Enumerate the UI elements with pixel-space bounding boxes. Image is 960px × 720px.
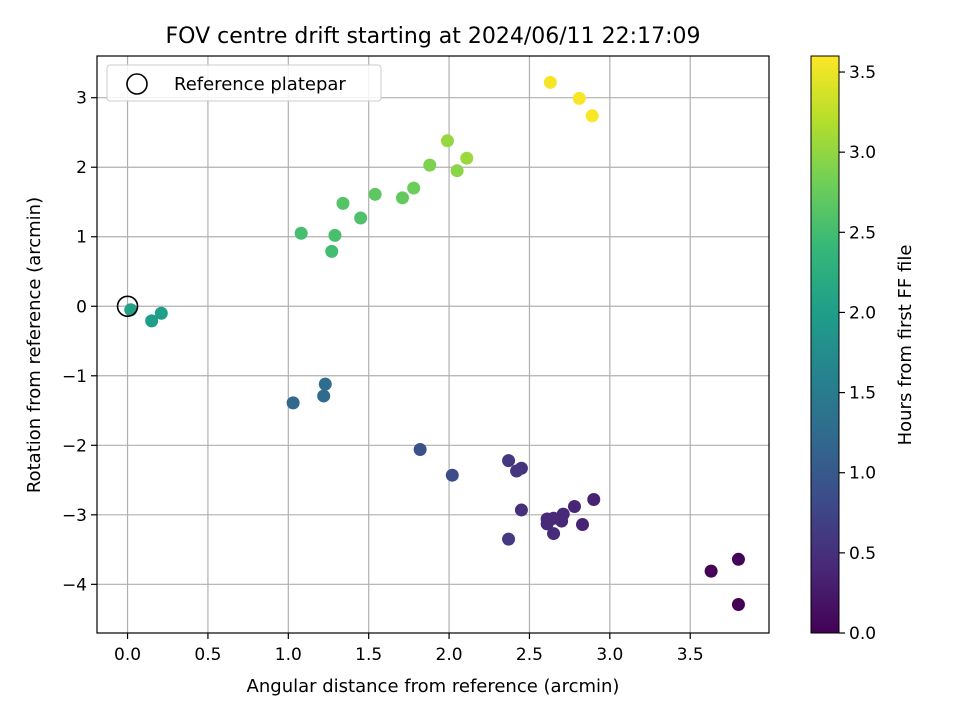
legend-box xyxy=(106,64,382,102)
y-tick-label: −3 xyxy=(62,506,87,526)
colorbar-label: Hours from first FF file xyxy=(895,245,916,446)
data-point xyxy=(514,503,528,517)
data-point xyxy=(460,151,474,165)
colorbar-tick-label: 3.0 xyxy=(849,143,876,163)
data-point xyxy=(510,464,524,478)
y-tick-label: 3 xyxy=(76,89,87,109)
data-point xyxy=(731,597,745,611)
data-point xyxy=(286,396,300,410)
data-point xyxy=(440,134,454,148)
x-tick-label: 1.5 xyxy=(355,645,382,665)
colorbar-tick-label: 0.5 xyxy=(849,544,876,564)
plot-area-frame xyxy=(96,55,770,634)
colorbar-tick-label: 0.0 xyxy=(849,624,876,644)
data-point xyxy=(294,226,308,240)
colorbar-gradient xyxy=(810,55,840,634)
data-point xyxy=(154,306,168,320)
x-tick-label: 1.0 xyxy=(275,645,302,665)
data-point xyxy=(145,314,159,328)
x-tick-label: 2.5 xyxy=(516,645,543,665)
data-point xyxy=(325,244,339,258)
x-tick-label: 0.5 xyxy=(194,645,221,665)
data-point xyxy=(543,75,557,89)
data-point xyxy=(317,389,331,403)
x-tick-label: 2.0 xyxy=(436,645,463,665)
legend-reference-marker xyxy=(126,73,148,95)
colorbar-ticks: 0.0 0.5 1.0 1.5 2.0 2.5 3.0 3.5 xyxy=(839,63,876,644)
y-axis-ticks: −4 −3 −2 −1 0 1 2 3 xyxy=(62,89,97,595)
colorbar-tick-label: 3.5 xyxy=(849,63,876,83)
data-point xyxy=(395,191,409,205)
y-tick-label: 1 xyxy=(76,228,87,248)
data-point xyxy=(450,164,464,178)
data-point xyxy=(407,181,421,195)
x-axis-ticks: 0.0 0.5 1.0 1.5 2.0 2.5 3.0 3.5 xyxy=(114,633,704,665)
y-axis-label: Rotation from reference (arcmin) xyxy=(24,197,45,493)
y-tick-label: 0 xyxy=(76,297,87,317)
data-point xyxy=(445,468,459,482)
reference-platepar-marker xyxy=(116,295,139,318)
legend: Reference platepar xyxy=(106,64,382,102)
y-tick-label: −2 xyxy=(62,436,87,456)
data-point xyxy=(413,442,427,456)
x-tick-label: 3.5 xyxy=(677,645,704,665)
data-point xyxy=(502,532,516,546)
legend-entry-reference: Reference platepar xyxy=(174,74,346,95)
data-point xyxy=(502,454,516,468)
colorbar-tick-label: 1.0 xyxy=(849,464,876,484)
data-point xyxy=(572,91,586,105)
data-points xyxy=(124,75,745,611)
data-point xyxy=(587,493,601,507)
colorbar-tick-label: 2.0 xyxy=(849,303,876,323)
chart-title: FOV centre drift starting at 2024/06/11 … xyxy=(166,24,701,49)
reference-marker xyxy=(116,295,139,318)
data-point xyxy=(704,564,718,578)
data-point xyxy=(368,187,382,201)
colorbar: 0.0 0.5 1.0 1.5 2.0 2.5 3.0 3.5 Hours from firs… xyxy=(810,55,916,644)
data-point xyxy=(540,517,554,531)
y-tick-label: 2 xyxy=(76,158,87,178)
x-tick-label: 0.0 xyxy=(114,645,141,665)
data-point xyxy=(423,158,437,172)
x-axis-label: Angular distance from reference (arcmin) xyxy=(247,676,620,697)
data-point xyxy=(328,228,342,242)
data-point xyxy=(547,527,561,541)
colorbar-tick-label: 2.5 xyxy=(849,223,876,243)
grid xyxy=(97,56,769,633)
data-point xyxy=(576,518,590,532)
data-point xyxy=(124,303,138,317)
data-point xyxy=(318,377,332,391)
y-tick-label: −4 xyxy=(62,575,87,595)
data-point xyxy=(567,499,581,513)
colorbar-tick-label: 1.5 xyxy=(849,384,876,404)
y-tick-label: −1 xyxy=(62,367,87,387)
x-tick-label: 3.0 xyxy=(596,645,623,665)
data-point xyxy=(354,211,368,225)
data-point xyxy=(731,552,745,566)
data-point xyxy=(336,196,350,210)
data-point xyxy=(585,109,599,123)
